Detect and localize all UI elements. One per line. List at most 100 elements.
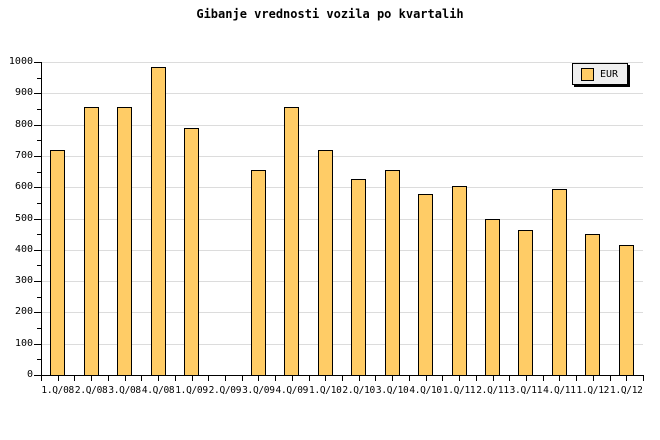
x-tick-label: 2.Q/10 bbox=[342, 385, 375, 396]
y-major-tick bbox=[34, 155, 41, 157]
x-tick bbox=[57, 376, 59, 381]
x-tick bbox=[542, 376, 544, 381]
x-tick bbox=[241, 376, 243, 381]
y-tick-label: 600 bbox=[14, 181, 33, 193]
bar bbox=[117, 107, 133, 376]
x-tick bbox=[592, 376, 594, 381]
x-tick-label: 4.Q/11 bbox=[543, 385, 576, 396]
x-tick-label: 1.Q/12 bbox=[576, 385, 610, 396]
x-tick bbox=[158, 376, 160, 381]
x-tick bbox=[559, 376, 561, 381]
y-minor-tick bbox=[37, 265, 41, 267]
x-tick bbox=[124, 376, 126, 381]
x-tick bbox=[475, 376, 477, 381]
y-minor-tick bbox=[37, 328, 41, 330]
bar bbox=[585, 234, 601, 376]
gridline bbox=[42, 155, 643, 157]
x-tick bbox=[525, 376, 527, 381]
y-minor-tick bbox=[37, 202, 41, 204]
x-tick bbox=[191, 376, 193, 381]
gridline bbox=[42, 187, 643, 189]
gridline bbox=[42, 281, 643, 283]
x-tick bbox=[492, 376, 494, 381]
bar bbox=[50, 149, 66, 376]
y-minor-tick bbox=[37, 77, 41, 79]
gridline bbox=[42, 249, 643, 251]
y-major-tick bbox=[34, 312, 41, 314]
y-minor-tick bbox=[37, 296, 41, 298]
y-minor-tick bbox=[37, 108, 41, 110]
chart-title: Gibanje vrednosti vozila po kvartalih bbox=[196, 7, 464, 21]
x-tick bbox=[459, 376, 461, 381]
x-tick bbox=[208, 376, 210, 381]
bar bbox=[250, 170, 266, 376]
y-minor-tick bbox=[37, 359, 41, 361]
y-tick-label: 500 bbox=[14, 212, 33, 224]
y-tick-label: 1000 bbox=[8, 56, 33, 67]
bar bbox=[451, 185, 467, 376]
bar bbox=[485, 218, 500, 376]
y-major-tick bbox=[34, 124, 41, 126]
gridline bbox=[42, 218, 643, 220]
y-major-tick bbox=[34, 62, 41, 63]
x-tick bbox=[91, 376, 93, 381]
x-tick bbox=[291, 376, 293, 381]
x-tick-label: 1.Q/10 bbox=[309, 385, 342, 396]
x-tick-label: 2.Q/08 bbox=[74, 385, 108, 396]
y-tick-label: 300 bbox=[14, 275, 33, 287]
gridline bbox=[42, 312, 643, 314]
x-tick-label: 1.Q/08 bbox=[41, 385, 74, 396]
x-tick bbox=[408, 376, 410, 381]
x-tick bbox=[509, 376, 511, 381]
bar bbox=[618, 245, 634, 376]
bar bbox=[83, 107, 99, 376]
y-tick-label: 0 bbox=[26, 369, 33, 380]
x-tick-label: 1.Q/09 bbox=[175, 385, 208, 396]
y-major-tick bbox=[34, 218, 41, 220]
y-major-tick bbox=[34, 249, 41, 251]
bar bbox=[150, 66, 166, 376]
y-tick-label: 700 bbox=[14, 149, 33, 161]
y-major-tick bbox=[34, 187, 41, 189]
bar bbox=[518, 229, 534, 376]
y-tick-label: 800 bbox=[14, 118, 33, 130]
x-tick bbox=[375, 376, 377, 381]
x-tick bbox=[609, 376, 611, 381]
x-tick bbox=[258, 376, 260, 381]
legend: EUR bbox=[572, 63, 629, 85]
y-minor-tick bbox=[37, 140, 41, 142]
x-tick-label: 3.Q/10 bbox=[375, 385, 409, 396]
bar bbox=[317, 149, 333, 376]
x-tick bbox=[442, 376, 444, 381]
x-tick bbox=[342, 376, 343, 381]
legend-label: EUR bbox=[600, 68, 619, 80]
x-tick bbox=[358, 376, 360, 381]
x-tick bbox=[107, 376, 109, 381]
x-tick-label: 2.Q/09 bbox=[208, 385, 242, 396]
x-tick-label: 3.Q/08 bbox=[108, 385, 141, 396]
x-tick-label: 1.Q/12 bbox=[610, 385, 643, 396]
bar bbox=[384, 170, 400, 376]
x-tick bbox=[392, 376, 394, 381]
y-tick-label: 200 bbox=[14, 306, 33, 318]
x-tick-label: 3.Q/11 bbox=[509, 385, 543, 396]
x-tick-label: 4.Q/09 bbox=[275, 385, 309, 396]
x-tick bbox=[626, 376, 628, 381]
bar bbox=[418, 193, 434, 376]
y-tick-label: 900 bbox=[14, 87, 33, 99]
y-axis-line bbox=[41, 62, 42, 376]
y-tick-label: 100 bbox=[14, 337, 33, 349]
x-tick bbox=[224, 376, 226, 381]
y-major-tick bbox=[34, 281, 41, 283]
gridline bbox=[42, 93, 643, 95]
y-minor-tick bbox=[37, 234, 41, 236]
x-tick-label: 1.Q/11 bbox=[442, 385, 476, 396]
y-tick-label: 400 bbox=[14, 243, 33, 255]
x-tick-label: 3.Q/09 bbox=[242, 385, 275, 396]
gridline bbox=[42, 343, 643, 345]
bar bbox=[551, 188, 567, 376]
x-tick bbox=[643, 376, 644, 381]
legend-swatch-icon bbox=[581, 67, 594, 81]
